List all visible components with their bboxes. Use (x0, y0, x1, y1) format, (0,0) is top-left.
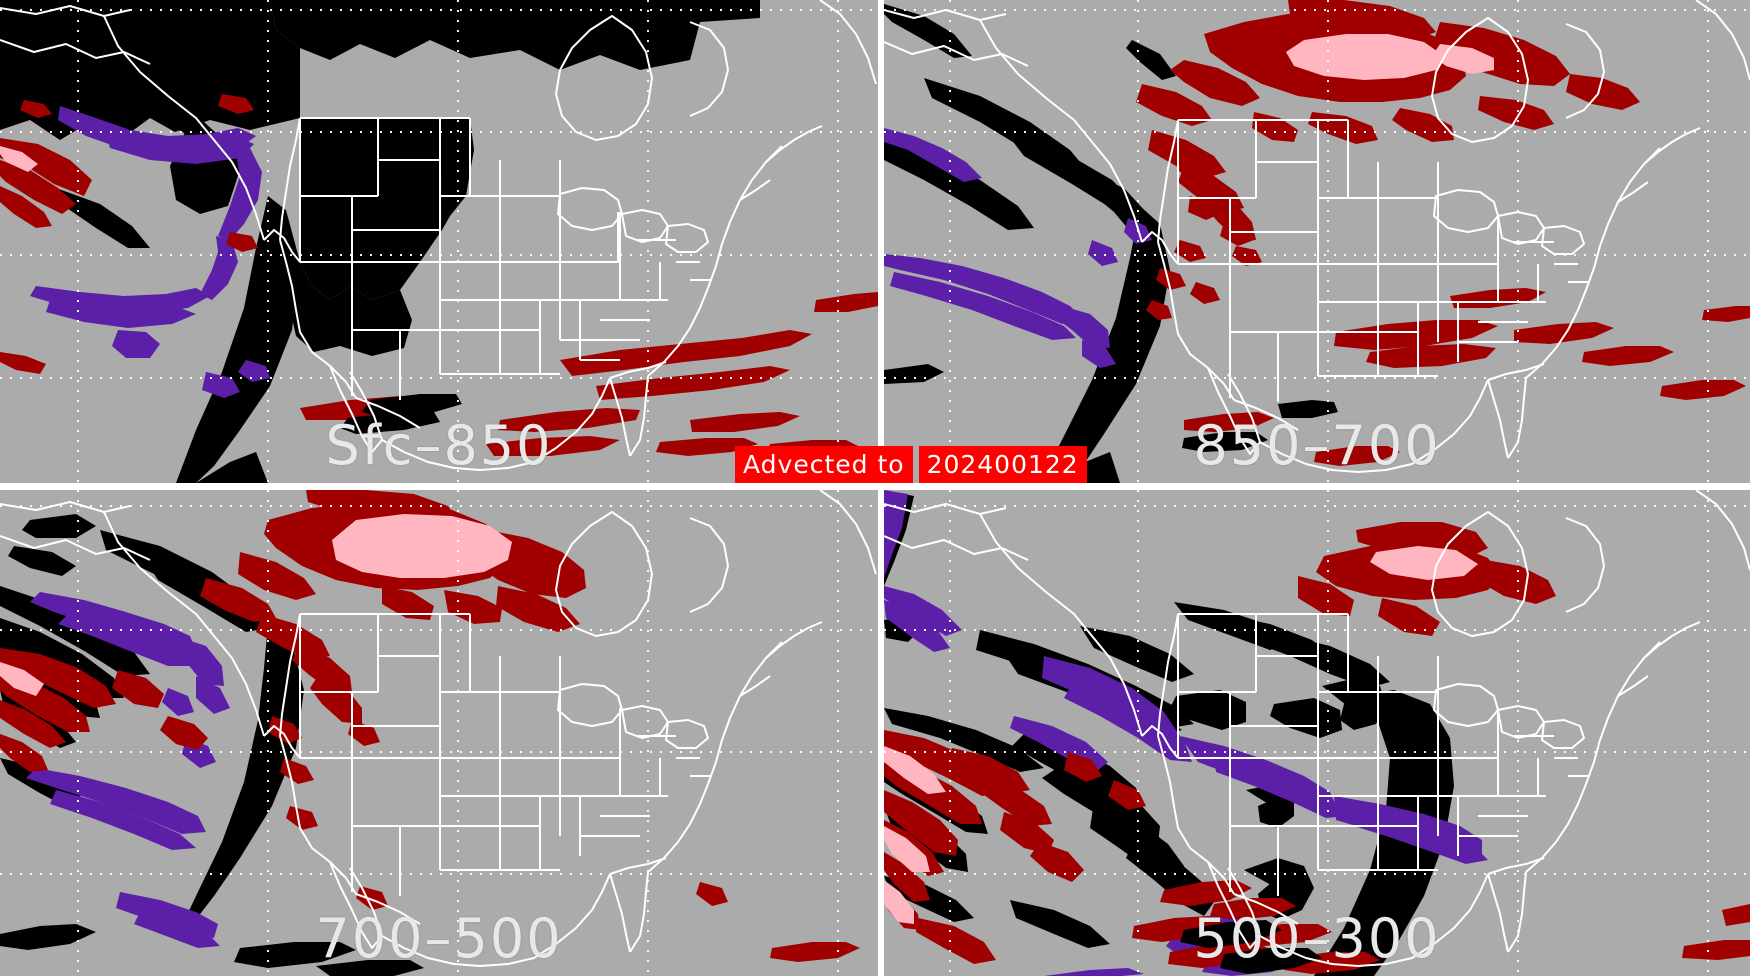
divider-vertical-top (878, 0, 884, 483)
panel-700-500[interactable]: 700–500 (0, 490, 878, 976)
map-850-700 (884, 0, 1750, 483)
advected-banner: Advected to 202400122 (735, 446, 1087, 483)
divider-horizontal-left (0, 483, 878, 490)
panel-sfc-850[interactable]: Sfc–850 (0, 0, 878, 483)
map-sfc-850 (0, 0, 878, 483)
advected-banner-value: 202400122 (918, 446, 1087, 483)
map-700-500 (0, 490, 878, 976)
panel-500-300[interactable]: 500–300 (884, 490, 1750, 976)
divider-cross (878, 483, 884, 490)
panel-850-700[interactable]: 850–700 (884, 0, 1750, 483)
map-500-300 (884, 490, 1750, 976)
divider-vertical-bottom (878, 490, 884, 976)
divider-horizontal-right (884, 483, 1750, 490)
advected-banner-label: Advected to (735, 446, 913, 483)
